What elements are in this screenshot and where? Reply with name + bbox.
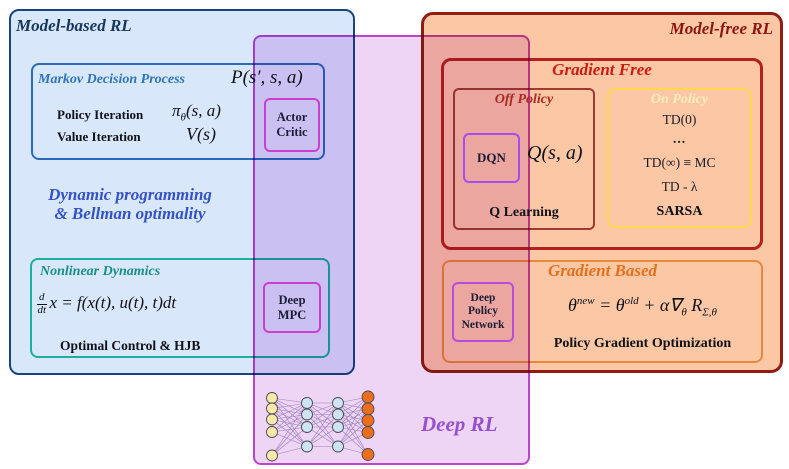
deep-rl-overlay-box: [253, 35, 530, 465]
deep-mpc-line: Deep: [278, 292, 306, 307]
dqn-chip: DQN: [463, 133, 520, 183]
off-policy-title: Off Policy: [494, 92, 554, 107]
policy-equation: πθ(s, a): [172, 101, 221, 123]
policy-iteration-label: Policy Iteration: [57, 107, 144, 122]
dp-note-line2: & Bellman optimality: [54, 203, 206, 223]
dp-note-line1: Dynamic programming: [48, 185, 212, 204]
pi-args: (s, a): [185, 101, 221, 120]
dynamic-programming-note: Dynamic programming & Bellman optimality: [28, 185, 232, 223]
eq-part: + α∇: [638, 295, 682, 315]
dpn-line: Deep: [470, 291, 496, 304]
dpn-line: Policy: [467, 305, 499, 318]
q-learning-caption: Q Learning: [489, 205, 559, 220]
deep-mpc-chip: Deep MPC: [263, 282, 321, 333]
actor-critic-line: Critic: [276, 125, 308, 139]
eq-sub: Σ,θ: [702, 306, 717, 319]
eq-sup: new: [576, 295, 595, 307]
deep-policy-network-chip: Deep Policy Network: [452, 282, 514, 342]
pi-subscript: θ: [180, 111, 186, 124]
td0-label: TD(0): [662, 112, 697, 127]
eq-sup: old: [624, 295, 639, 307]
eq-part: θ: [568, 295, 577, 315]
actor-critic-chip: Actor Critic: [264, 98, 320, 152]
fraction-denominator: dt: [37, 303, 47, 316]
value-function-equation: V(s): [186, 124, 216, 144]
eq-part: R: [686, 295, 703, 315]
derivative-fraction: d dt: [37, 291, 47, 316]
gradient-free-title: Gradient Free: [552, 60, 652, 79]
gradient-based-title: Gradient Based: [547, 261, 658, 280]
nonlinear-dynamics-title: Nonlinear Dynamics: [40, 264, 161, 279]
transition-probability-equation: P(s′, s, a): [231, 67, 303, 88]
on-policy-title: On Policy: [650, 92, 709, 107]
q-function-equation: Q(s, a): [527, 142, 583, 164]
dpn-line: Network: [461, 318, 505, 331]
actor-critic-line: Actor: [276, 110, 308, 125]
ellipsis-label: ...: [672, 131, 687, 146]
fraction-numerator: d: [37, 291, 47, 305]
pi-symbol: π: [172, 101, 181, 120]
model-based-rl-title: Model-based RL: [16, 16, 132, 35]
policy-gradient-equation: θnew = θold + α∇θ RΣ,θ: [520, 295, 765, 319]
model-free-rl-title: Model-free RL: [669, 19, 773, 38]
mdp-title: Markov Decision Process: [38, 72, 185, 87]
value-iteration-label: Value Iteration: [57, 129, 141, 144]
policy-gradient-optimization-caption: Policy Gradient Optimization: [553, 336, 732, 351]
ode-body: x = f(x(t), u(t), t)dt: [49, 292, 177, 312]
sarsa-caption: SARSA: [656, 204, 703, 219]
eq-sub: θ: [681, 306, 687, 319]
td-infinity-label: TD(∞) ≡ MC: [643, 155, 716, 170]
deep-rl-title: Deep RL: [421, 412, 498, 436]
eq-part: = θ: [594, 295, 625, 315]
deep-mpc-line: MPC: [277, 307, 307, 322]
on-policy-box: [607, 88, 752, 228]
dqn-label: DQN: [477, 150, 506, 166]
ode-equation: d dt x = f(x(t), u(t), t)dt: [37, 291, 177, 316]
td-lambda-label: TD - λ: [661, 179, 698, 194]
optimal-control-caption: Optimal Control & HJB: [60, 338, 201, 353]
